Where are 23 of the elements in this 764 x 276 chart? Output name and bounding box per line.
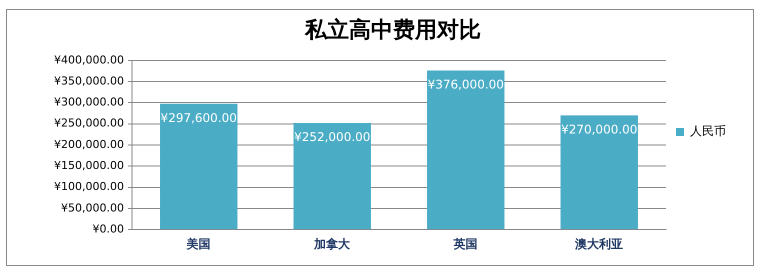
x-tick-label: 加拿大 [313, 236, 352, 251]
y-tick-label: ¥200,000.00 [54, 138, 124, 151]
y-tick-label: ¥0.00 [92, 222, 124, 236]
legend-label: 人民币 [690, 124, 726, 138]
bar [427, 70, 504, 230]
bar [160, 104, 238, 230]
x-tick-label: 美国 [186, 236, 211, 251]
data-label: ¥376,000.00 [428, 78, 504, 92]
y-tick-label: ¥50,000.00 [60, 201, 124, 214]
y-tick-label: ¥100,000.00 [54, 180, 124, 194]
x-tick-label: 英国 [452, 236, 478, 251]
x-tick-label: 澳大利亚 [574, 236, 624, 251]
y-tick-label: ¥250,000.00 [54, 116, 124, 130]
data-label: ¥270,000.00 [561, 122, 638, 137]
y-tick-label: ¥350,000.00 [54, 74, 124, 88]
y-tick-label: ¥150,000.00 [54, 159, 124, 172]
bar [560, 115, 638, 230]
y-tick-label: ¥300,000.00 [54, 96, 124, 109]
data-label: ¥252,000.00 [294, 130, 370, 144]
chart-title: 私立高中费用对比 [304, 16, 481, 43]
data-label: ¥297,600.00 [160, 110, 237, 125]
y-tick-label: ¥400,000.00 [54, 53, 124, 66]
bar [294, 123, 371, 230]
